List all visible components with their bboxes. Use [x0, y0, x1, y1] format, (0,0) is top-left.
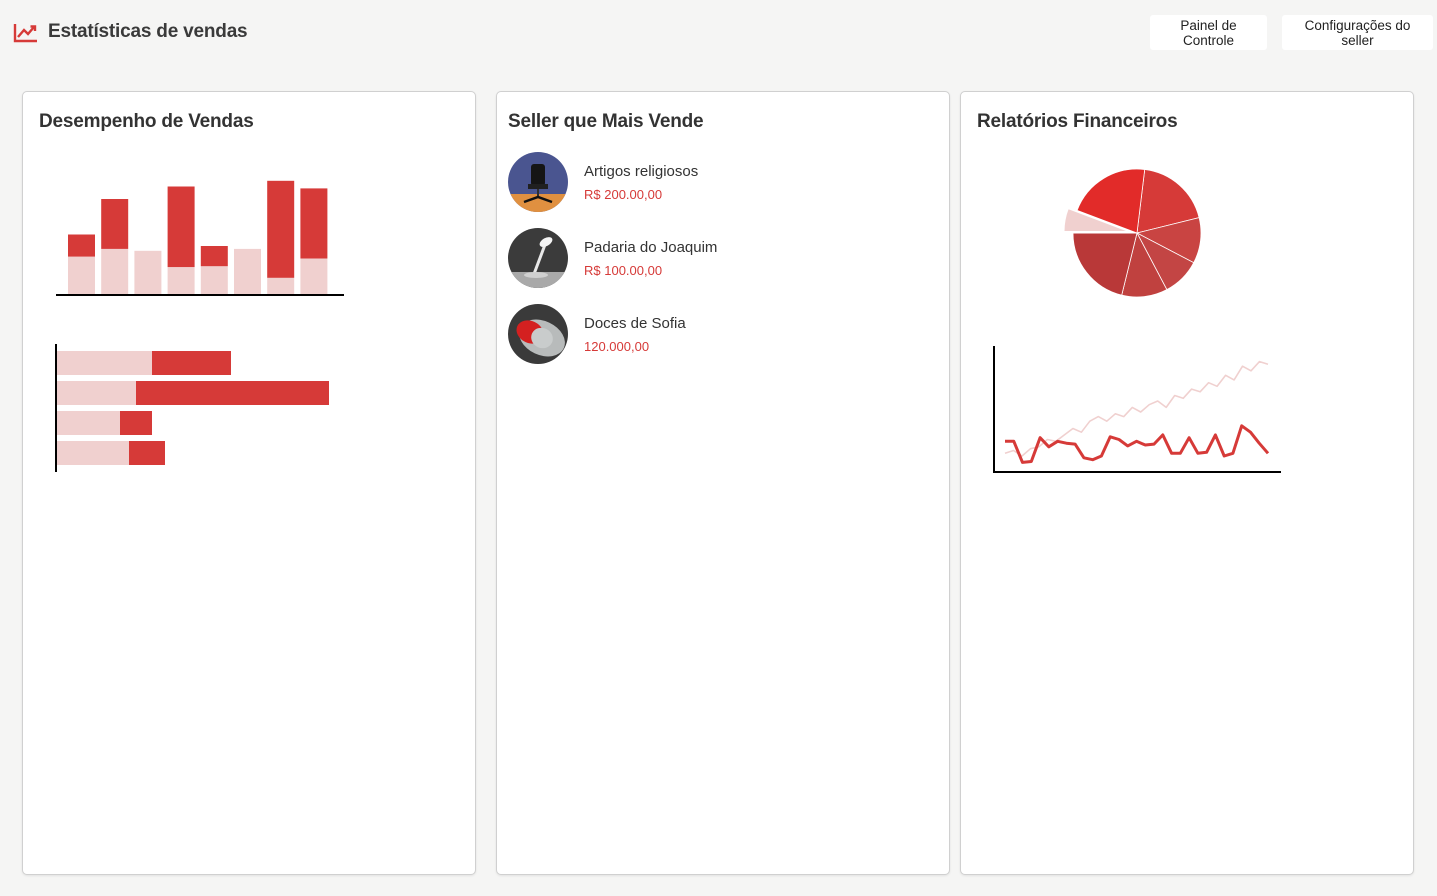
seller-value: R$ 200.00,00: [584, 187, 663, 202]
bar-segment: [136, 381, 329, 405]
financial-reports-card: Relatórios Financeiros: [960, 91, 1414, 875]
line-series: [1005, 424, 1270, 464]
top-seller-title: Seller que Mais Vende: [508, 111, 704, 132]
stacked-column-chart: [56, 180, 344, 296]
bar-segment: [101, 248, 129, 295]
pie-slice: [1063, 208, 1129, 232]
stacked-horizontal-bar-chart: [55, 344, 329, 472]
seller-name: Artigos religiosos: [584, 163, 699, 180]
financial-reports-title: Relatórios Financeiros: [977, 111, 1178, 132]
office-chair-image: [508, 152, 568, 212]
seller-list: Artigos religiosos R$ 200.00,00 Padaria …: [508, 152, 928, 380]
seller-item[interactable]: Artigos religiosos R$ 200.00,00: [508, 152, 928, 228]
seller-value: 120.000,00: [584, 339, 650, 354]
pie-slice: [1076, 168, 1146, 234]
pie-chart: [1063, 168, 1202, 298]
seller-name: Padaria do Joaquim: [584, 239, 718, 256]
bar-segment: [120, 411, 152, 435]
page-title: Estatísticas de vendas: [48, 21, 248, 42]
bar-segment: [300, 258, 328, 295]
bar-segment: [200, 246, 228, 267]
bar-segment: [167, 186, 195, 268]
bar-segment: [57, 411, 120, 435]
seller-name: Doces de Sofia: [584, 315, 686, 332]
bar-segment: [234, 248, 261, 295]
line-chart: [993, 346, 1281, 473]
sales-performance-title: Desempenho de Vendas: [39, 111, 254, 132]
bar-segment: [134, 250, 162, 295]
bar-segment: [57, 441, 129, 465]
bar-segment: [200, 266, 228, 295]
seller-value: R$ 100.00,00: [584, 263, 663, 278]
seller-settings-button[interactable]: Configurações do seller: [1282, 15, 1433, 50]
bar-segment: [267, 277, 295, 295]
top-bar: Estatísticas de vendas Painel de Control…: [0, 0, 1437, 68]
bar-segment: [101, 199, 129, 249]
bar-segment: [167, 267, 195, 295]
bar-segment: [68, 256, 95, 295]
bar-segment: [300, 188, 328, 259]
seller-item[interactable]: Padaria do Joaquim R$ 100.00,00: [508, 228, 928, 304]
desk-lamp-image: [508, 228, 568, 288]
control-panel-button[interactable]: Painel de Controle: [1150, 15, 1267, 50]
bar-segment: [57, 381, 136, 405]
bar-segment: [68, 234, 95, 257]
bar-segment: [267, 180, 295, 278]
bar-segment: [129, 441, 165, 465]
pie-slice: [1136, 169, 1200, 234]
sales-performance-card: Desempenho de Vendas: [22, 91, 476, 875]
trending-up-icon: [13, 24, 37, 43]
top-seller-card: Seller que Mais Vende Artigos religiosos…: [496, 91, 950, 875]
seller-item[interactable]: Doces de Sofia 120.000,00: [508, 304, 928, 380]
bar-segment: [57, 351, 152, 375]
bar-segment: [152, 351, 231, 375]
line-series: [1004, 360, 1269, 457]
computer-mouse-image: [508, 304, 568, 364]
pie-slice: [1072, 232, 1138, 296]
